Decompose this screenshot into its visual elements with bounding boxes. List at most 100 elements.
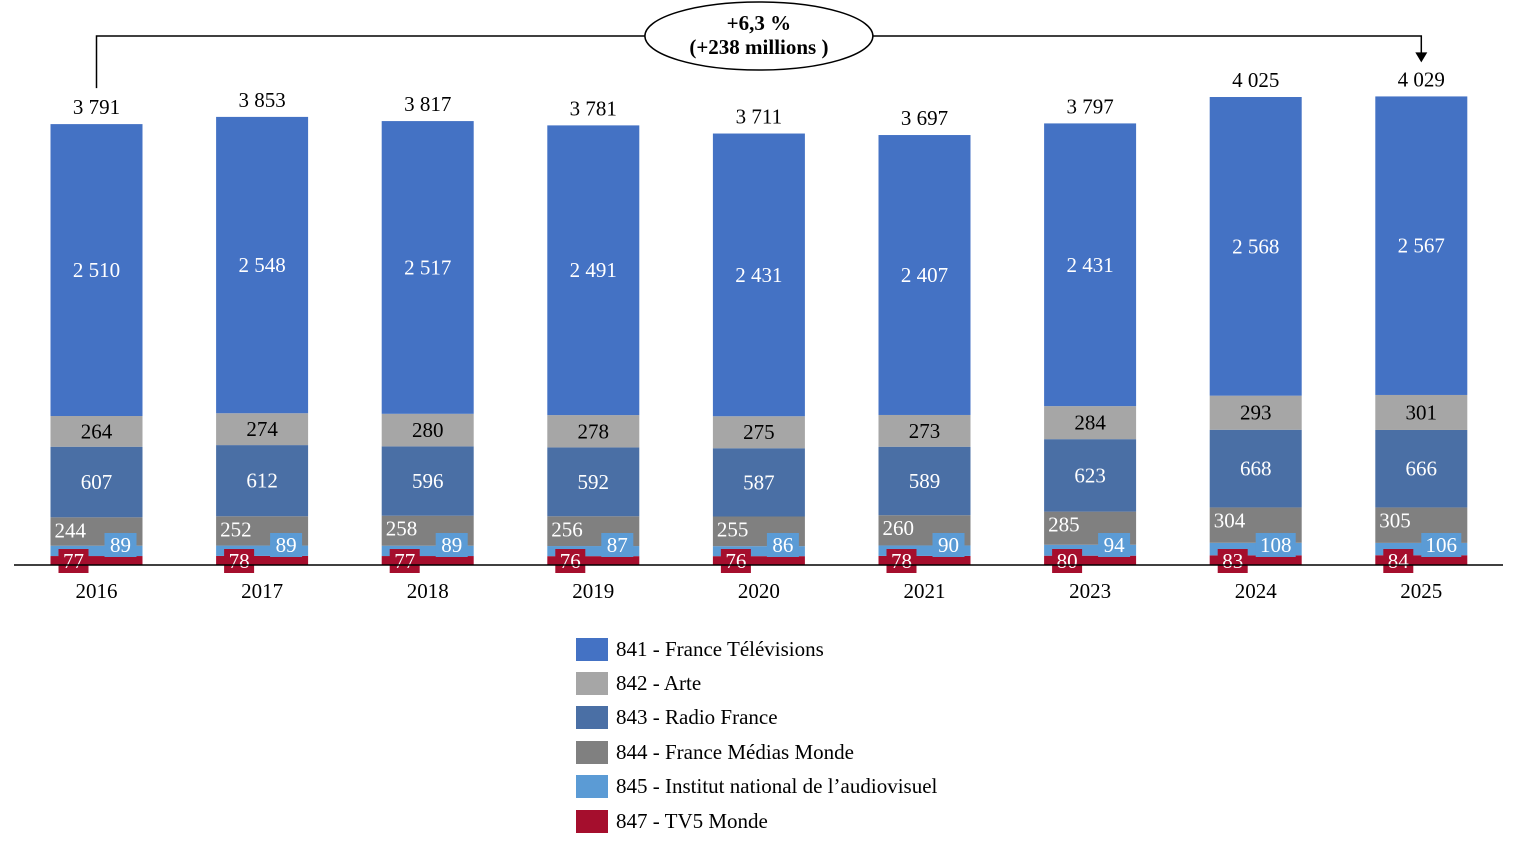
- segment-label: 78: [229, 549, 250, 573]
- segment-label: 607: [81, 470, 113, 494]
- total-label: 3 791: [73, 95, 120, 119]
- segment-label: 84: [1388, 549, 1410, 573]
- legend-swatch: [576, 775, 608, 799]
- segment-labels-layer: 77 89 244 607 264 2 510 78 89 252 612 274 2 548 77 89…: [55, 234, 1462, 573]
- legend-label: 845 - Institut national de l’audiovisuel: [616, 774, 938, 799]
- segment-label: 2 548: [238, 253, 285, 277]
- segment-label: 589: [909, 469, 941, 493]
- segment-label: 596: [412, 469, 444, 493]
- segment-label: 94: [1104, 533, 1126, 557]
- segment-label: 106: [1426, 533, 1458, 557]
- label-box: [720, 549, 751, 573]
- segment-label: 264: [81, 419, 113, 443]
- segment-label: 2 517: [404, 255, 451, 279]
- segment-label: 592: [578, 470, 610, 494]
- bar-segment: [547, 556, 640, 565]
- label-box: [435, 533, 468, 557]
- bar-segment: [381, 556, 474, 565]
- bar-segment: [1044, 555, 1137, 565]
- bar-segment: [878, 446, 971, 516]
- x-tick-label: 2016: [76, 579, 118, 603]
- bar-segment: [547, 546, 640, 557]
- bar-segment: [1044, 123, 1137, 407]
- bar-segment: [712, 133, 805, 417]
- annotation-amount: (+238 millions ): [689, 35, 828, 59]
- bar-segment: [547, 125, 640, 416]
- segment-label: 2 407: [901, 263, 948, 287]
- label-box: [555, 549, 586, 573]
- bar-segment: [50, 446, 143, 518]
- legend: 841 - France Télévisions 842 - Arte 843 - …: [576, 632, 937, 838]
- segment-label: 255: [717, 518, 749, 542]
- label-box: [104, 533, 137, 557]
- segment-label: 275: [743, 420, 775, 444]
- total-label: 3 853: [238, 88, 285, 112]
- bar-segment: [50, 416, 143, 447]
- total-label: 3 711: [736, 105, 782, 129]
- segment-label: 87: [607, 533, 628, 557]
- x-axis: 2016 2017 2018 2019 2020 2021 2023 2024 2025: [14, 564, 1503, 603]
- segment-label: 285: [1048, 513, 1080, 537]
- bar-segment: [216, 116, 309, 414]
- bar-segment: [712, 416, 805, 449]
- x-tick-label: 2023: [1069, 579, 1111, 603]
- label-box: [1383, 549, 1414, 573]
- total-label: 3 817: [404, 92, 451, 116]
- annotation-percent: +6,3 %: [727, 11, 791, 35]
- x-tick-label: 2024: [1235, 579, 1278, 603]
- bar-segment: [381, 413, 474, 447]
- bar-segment: [50, 545, 143, 557]
- x-tick-label: 2020: [738, 579, 780, 603]
- bar-segment: [1209, 429, 1302, 508]
- segment-label: 80: [1057, 549, 1078, 573]
- bar-segment: [1209, 395, 1302, 430]
- bar-segment: [1375, 96, 1468, 395]
- legend-swatch: [576, 809, 608, 833]
- label-box: [1421, 533, 1462, 557]
- bar-segment: [1375, 429, 1468, 508]
- legend-item: 842 - Arte: [576, 666, 937, 700]
- total-label: 3 697: [901, 106, 948, 130]
- arrow-head: [1415, 52, 1428, 63]
- segment-label: 77: [394, 549, 415, 573]
- legend-swatch: [576, 740, 608, 764]
- legend-item: 844 - France Médias Monde: [576, 735, 937, 769]
- legend-label: 847 - TV5 Monde: [616, 808, 768, 833]
- segment-label: 76: [560, 549, 581, 573]
- segment-label: 86: [772, 533, 793, 557]
- segment-label: 244: [55, 518, 87, 542]
- segment-label: 278: [578, 419, 610, 443]
- bar-segment: [1044, 439, 1137, 512]
- segment-label: 274: [246, 417, 278, 441]
- segment-label: 256: [551, 517, 583, 541]
- segment-label: 89: [441, 533, 462, 557]
- bar-segment: [878, 135, 971, 415]
- bar-segment: [381, 121, 474, 414]
- segment-label: 612: [246, 469, 278, 493]
- segment-label: 83: [1222, 549, 1243, 573]
- segment-label: 304: [1214, 508, 1246, 532]
- bar-segment: [547, 415, 640, 448]
- legend-item: 847 - TV5 Monde: [576, 804, 937, 838]
- bar-segment: [878, 545, 971, 556]
- legend-item: 841 - France Télévisions: [576, 632, 937, 666]
- label-box: [1255, 533, 1296, 557]
- segment-label: 252: [220, 517, 252, 541]
- bar-segment: [1044, 544, 1137, 556]
- bar-segment: [712, 448, 805, 517]
- segment-label: 2 568: [1232, 234, 1279, 258]
- segment-label: 623: [1074, 463, 1106, 487]
- label-box: [1217, 549, 1248, 573]
- total-label: 3 797: [1066, 94, 1113, 118]
- legend-label: 842 - Arte: [616, 671, 702, 696]
- legend-item: 843 - Radio France: [576, 701, 937, 735]
- label-box: [389, 549, 420, 573]
- bar-segment: [50, 124, 143, 417]
- bar-segment: [712, 546, 805, 557]
- bar-segment: [1044, 406, 1137, 440]
- legend-label: 841 - France Télévisions: [616, 636, 824, 661]
- segment-label: 2 510: [73, 258, 120, 282]
- segment-label: 666: [1406, 457, 1438, 481]
- segment-label: 293: [1240, 401, 1272, 425]
